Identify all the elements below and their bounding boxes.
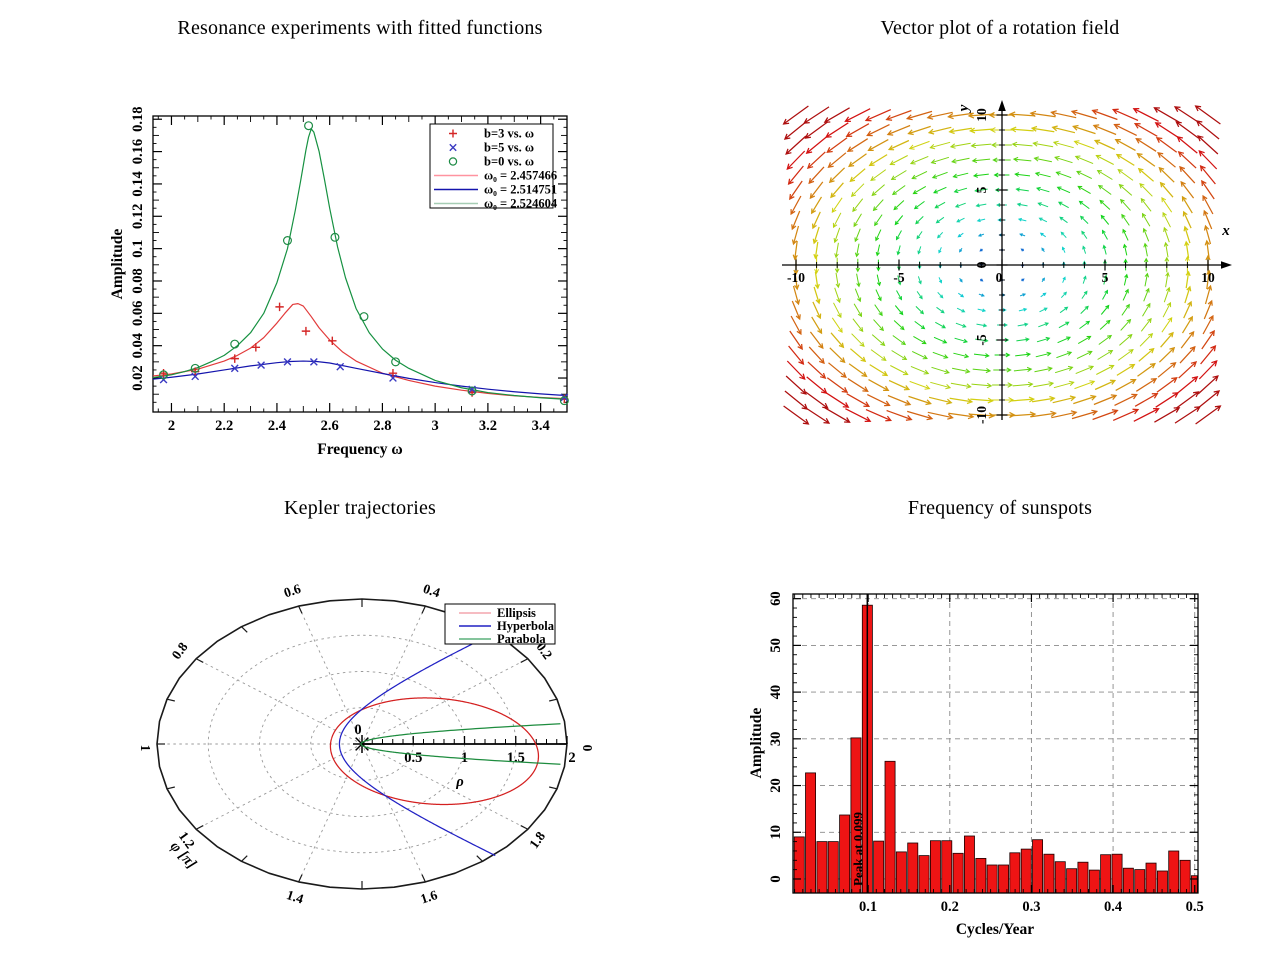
legend: b=3 vs. ωb=5 vs. ωb=0 vs. ωω₀ = 2.457466… [429, 123, 558, 211]
svg-text:ω₀ = 2.524604: ω₀ = 2.524604 [484, 197, 558, 211]
svg-text:5: 5 [1102, 270, 1109, 285]
kepler-title: Kepler trajectories [283, 497, 437, 519]
sunspots-chart: Peak at 0.099 0.1 0.2 0.3 0.4 0.5 0 10 20 30 40 50 6… [748, 591, 1204, 938]
svg-text:Amplitude: Amplitude [748, 708, 765, 779]
panel-resonance: Resonance experiments with fitted functi… [40, 16, 680, 496]
svg-text:y: y [956, 104, 972, 113]
axis-labels: -10 -5 0 5 10 -10 -5 0 5 10 x y [787, 104, 1230, 424]
svg-text:b=5 vs. ω: b=5 vs. ω [484, 141, 534, 155]
svg-text:2.2: 2.2 [215, 418, 233, 434]
svg-text:20: 20 [768, 778, 784, 793]
svg-text:Ellipsis: Ellipsis [497, 606, 536, 620]
svg-text:x: x [1221, 223, 1230, 239]
vector-arrows [782, 105, 1222, 425]
svg-text:0.6: 0.6 [282, 581, 303, 601]
data-markers [159, 121, 569, 406]
svg-text:-10: -10 [974, 406, 989, 424]
svg-text:ω₀ = 2.514751: ω₀ = 2.514751 [484, 183, 557, 197]
svg-text:0.3: 0.3 [1022, 899, 1040, 915]
fit-curves [152, 128, 568, 400]
axis-labels: 2 2.2 2.4 2.6 2.8 3 3.2 3.4 0.02 0.04 0.06 0.08 0.1 0… [109, 107, 550, 458]
bars [793, 604, 1198, 894]
svg-text:-10: -10 [787, 270, 805, 285]
sunspots-title: Frequency of sunspots [907, 497, 1093, 519]
svg-text:3.2: 3.2 [479, 418, 497, 434]
radial-axis: 00.5 1 1.5 2ρφ [π] [167, 722, 576, 872]
svg-text:0.14: 0.14 [130, 171, 146, 196]
svg-text:-5: -5 [974, 334, 989, 345]
resonance-chart: 2 2.2 2.4 2.6 2.8 3 3.2 3.4 0.02 0.04 0.06 0.08 0.1 0… [109, 107, 569, 458]
svg-text:Frequency ω: Frequency ω [317, 441, 403, 458]
origin-marker [353, 735, 371, 753]
svg-text:b=0 vs. ω: b=0 vs. ω [484, 155, 534, 169]
axis-labels: 0.1 0.2 0.3 0.4 0.5 0 10 20 30 40 50 60 Cycles/Year A… [748, 591, 1204, 938]
svg-text:3.4: 3.4 [532, 418, 550, 434]
svg-text:10: 10 [768, 825, 784, 840]
svg-text:1.8: 1.8 [526, 829, 548, 852]
panel-vector-field: Vector plot of a rotation field -10 -5 0 5 1… [680, 16, 1280, 496]
svg-text:b=3 vs. ω: b=3 vs. ω [484, 127, 534, 141]
svg-text:0: 0 [354, 722, 361, 738]
svg-text:0.18: 0.18 [130, 107, 146, 132]
svg-text:2: 2 [568, 750, 575, 766]
svg-text:0.4: 0.4 [1104, 899, 1122, 915]
svg-text:Peak at 0.099: Peak at 0.099 [850, 811, 865, 886]
svg-text:0.2: 0.2 [941, 899, 959, 915]
kepler-chart: 00.20.40.60.811.21.4 1.61.800.5 1 1.5 2ρφ [π… [138, 581, 595, 907]
svg-text:40: 40 [768, 685, 784, 700]
svg-text:2.8: 2.8 [373, 418, 391, 434]
svg-text:0.08: 0.08 [130, 268, 146, 293]
plot-frame [152, 115, 568, 413]
svg-text:-5: -5 [893, 270, 904, 285]
svg-text:50: 50 [768, 638, 784, 653]
svg-text:Parabola: Parabola [497, 632, 546, 646]
svg-text:1.5: 1.5 [507, 750, 525, 766]
svg-text:60: 60 [768, 591, 784, 606]
svg-text:1.6: 1.6 [419, 887, 440, 907]
svg-text:0.12: 0.12 [130, 204, 146, 229]
svg-text:0.1: 0.1 [859, 899, 877, 915]
svg-text:30: 30 [768, 732, 784, 747]
svg-text:Cycles/Year: Cycles/Year [956, 921, 1034, 938]
svg-text:0.06: 0.06 [130, 301, 146, 326]
svg-text:0: 0 [580, 745, 595, 752]
svg-text:1.4: 1.4 [285, 887, 306, 907]
svg-text:0.4: 0.4 [421, 581, 442, 601]
svg-text:0.5: 0.5 [404, 750, 422, 766]
peak-annotation: Peak at 0.099 [850, 594, 869, 893]
svg-text:Amplitude: Amplitude [109, 229, 126, 300]
panel-kepler: Kepler trajectories 0 0.2 0.4 0.6 0.8 1 1.2 1.4… [40, 496, 680, 976]
svg-text:1: 1 [138, 745, 153, 752]
svg-text:0: 0 [974, 261, 989, 268]
svg-text:0.8: 0.8 [169, 639, 191, 662]
svg-text:3: 3 [432, 418, 439, 434]
svg-text:2: 2 [168, 418, 175, 434]
svg-text:2.4: 2.4 [268, 418, 286, 434]
svg-text:0.16: 0.16 [130, 139, 146, 164]
resonance-title: Resonance experiments with fitted functi… [177, 17, 543, 39]
svg-text:2.6: 2.6 [321, 418, 339, 434]
vector-field-chart: -10 -5 0 5 10 -10 -5 0 5 10 x y [782, 100, 1232, 425]
svg-text:0.1: 0.1 [130, 240, 146, 258]
svg-text:0.5: 0.5 [1186, 899, 1204, 915]
svg-text:10: 10 [974, 108, 989, 122]
svg-text:ω₀ = 2.457466: ω₀ = 2.457466 [484, 169, 557, 183]
svg-text:0: 0 [768, 875, 784, 882]
svg-text:0.04: 0.04 [130, 333, 146, 358]
svg-text:0.02: 0.02 [130, 365, 146, 390]
trajectories [329, 631, 561, 857]
svg-text:10: 10 [1201, 270, 1215, 285]
svg-text:0: 0 [996, 270, 1003, 285]
axes [782, 100, 1232, 420]
svg-text:5: 5 [974, 186, 989, 193]
panel-sunspots: Frequency of sunspots Peak at 0.099 0.1 0.… [680, 496, 1280, 976]
vector-field-title: Vector plot of a rotation field [880, 17, 1120, 39]
plot-frame [792, 593, 1199, 894]
svg-text:ρ: ρ [455, 774, 463, 790]
svg-text:Hyperbola: Hyperbola [497, 619, 555, 633]
